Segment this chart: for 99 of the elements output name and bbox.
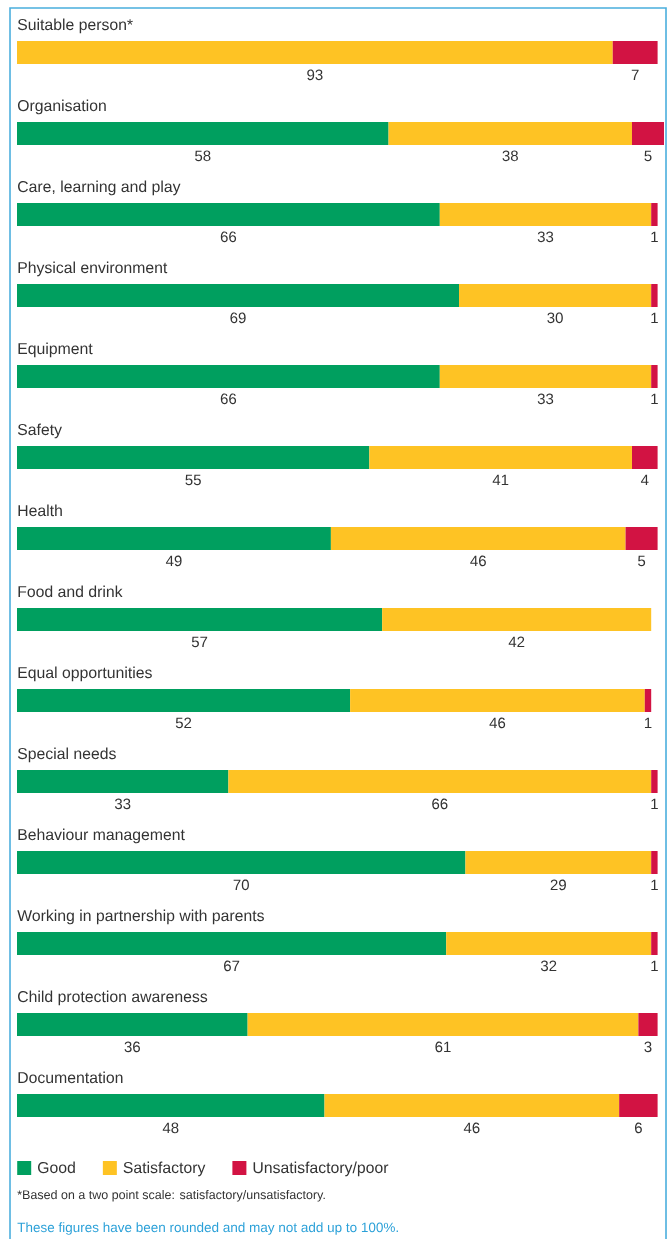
bar — [625, 527, 658, 551]
data-label: 1 — [644, 717, 652, 729]
legend-label: Good — [38, 1161, 75, 1174]
data-label: 57 — [191, 636, 208, 648]
legend-label: Unsatisfactory/poor — [253, 1161, 389, 1177]
y-tick-label: Child protection awareness — [18, 990, 208, 1006]
data-label: 52 — [175, 717, 192, 729]
data-label: 1 — [651, 312, 658, 324]
y-tick-label: Equipment — [18, 342, 93, 358]
data-label: 38 — [502, 150, 518, 162]
bar — [651, 851, 658, 875]
bar — [651, 932, 658, 956]
data-label: 66 — [432, 798, 448, 810]
bar — [388, 122, 632, 146]
data-label: 93 — [307, 69, 323, 81]
bar — [350, 689, 645, 713]
data-label: 61 — [435, 1041, 451, 1053]
y-tick-label: Working in partnership with parents — [17, 909, 264, 925]
data-label: 5 — [638, 555, 646, 567]
bar — [446, 932, 652, 956]
data-label: 42 — [508, 636, 525, 648]
data-label: 33 — [114, 798, 131, 810]
data-label: 46 — [470, 555, 486, 567]
data-label: 7 — [631, 69, 639, 81]
bar — [439, 203, 652, 227]
data-label: 70 — [233, 879, 249, 891]
data-label: 46 — [489, 717, 506, 729]
bar — [17, 122, 389, 146]
bar — [247, 1013, 639, 1037]
data-label: 46 — [463, 1122, 480, 1134]
y-tick-label: Special needs — [17, 747, 116, 763]
bar — [17, 770, 229, 794]
data-label: 1 — [651, 231, 658, 243]
data-label: 58 — [195, 150, 211, 162]
data-label: 1 — [651, 960, 658, 972]
data-label: 4 — [640, 474, 649, 486]
y-tick-label: Health — [18, 504, 62, 517]
data-label: 1 — [651, 879, 658, 891]
legend-label: Satisfactory — [123, 1161, 206, 1177]
bar — [631, 122, 665, 146]
bar — [324, 1094, 620, 1118]
bar — [651, 770, 658, 794]
data-label: 33 — [537, 231, 554, 243]
bar — [17, 932, 447, 956]
bar — [382, 608, 652, 632]
bar — [17, 365, 440, 389]
bar — [612, 41, 658, 65]
data-label: 66 — [220, 231, 237, 243]
bar — [17, 284, 460, 308]
bar — [17, 689, 351, 713]
y-tick-label: Suitable person* — [17, 18, 133, 34]
bar — [631, 446, 658, 470]
data-label: 41 — [492, 474, 509, 486]
text: These figures have been rounded and may not add up to 100%. — [17, 1222, 398, 1235]
bar — [638, 1013, 658, 1037]
bar — [17, 851, 466, 875]
bar — [17, 527, 331, 551]
data-label: 6 — [634, 1122, 642, 1134]
data-label: 55 — [185, 474, 201, 486]
bar — [651, 203, 658, 227]
bar — [17, 608, 383, 632]
y-tick-label: Physical environment — [18, 261, 168, 277]
bar — [651, 365, 658, 389]
data-label: 32 — [540, 960, 557, 972]
bar — [439, 365, 652, 389]
y-tick-label: Food and drink — [18, 585, 123, 598]
bar — [330, 527, 626, 551]
data-label: 66 — [220, 393, 237, 405]
data-label: 49 — [165, 555, 182, 567]
text: *Based on a two point scale: satisfactory/unsatisfactory. — [17, 1189, 325, 1202]
y-tick-label: Organisation — [17, 99, 106, 115]
y-tick-label: Documentation — [18, 1071, 123, 1084]
bar — [619, 1094, 658, 1118]
y-tick-label: Care, learning and play — [18, 180, 181, 196]
data-label: 30 — [547, 312, 563, 324]
y-tick-label: Equal opportunities — [18, 666, 152, 682]
data-label: 48 — [162, 1122, 179, 1134]
data-label: 29 — [550, 879, 566, 891]
bar — [644, 689, 652, 713]
y-tick-label: Behaviour management — [18, 828, 185, 844]
bar — [651, 284, 658, 308]
data-label: 3 — [644, 1041, 652, 1053]
bar — [17, 1094, 325, 1118]
bar — [228, 770, 652, 794]
data-label: 5 — [644, 150, 652, 162]
data-label: 67 — [224, 960, 240, 972]
bar — [465, 851, 652, 875]
bar — [17, 1013, 248, 1037]
bar — [17, 203, 440, 227]
bar — [369, 446, 632, 470]
bar — [459, 284, 652, 308]
data-label: 69 — [230, 312, 246, 324]
data-label: 33 — [537, 393, 554, 405]
data-label: 1 — [651, 393, 658, 405]
y-tick-label: Safety — [17, 423, 62, 439]
bar — [17, 41, 613, 65]
bar — [17, 446, 370, 470]
data-label: 36 — [124, 1041, 140, 1053]
data-label: 1 — [651, 798, 658, 810]
